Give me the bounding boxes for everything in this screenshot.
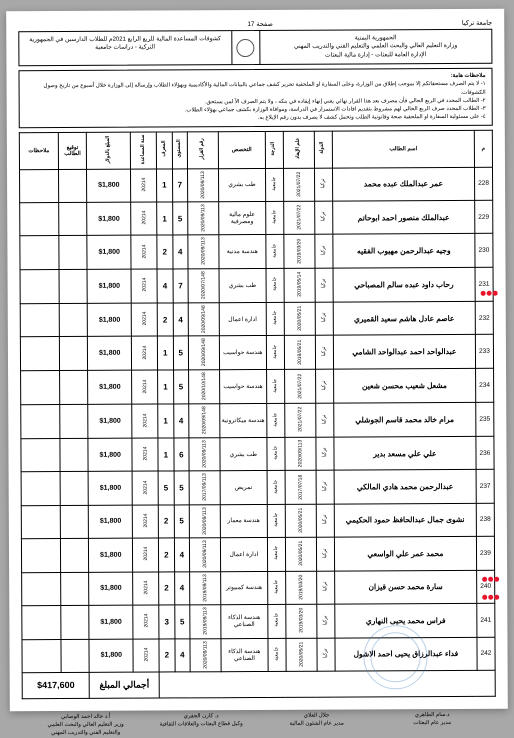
sig-1: د.سام الطاهري مدير عام البعثات	[374, 711, 490, 736]
eagle-logo-icon	[236, 39, 254, 57]
signatures-row: د.سام الطاهري مدير عام البعثات جلال العل…	[22, 711, 496, 738]
students-table: م اسم الطالب الدولة علم الإيفاد الدرجة ا…	[19, 129, 496, 699]
page-right-label: جامعة تركيا	[462, 19, 492, 27]
ministry-line2: وزارة التعليم العالي والبحث العلمي والتع…	[266, 42, 486, 52]
red-marker-icon	[478, 291, 498, 297]
ministry-block: الجمهورية اليمنية وزارة التعليم العالي و…	[259, 30, 492, 64]
doc-title: كشوفات المساعدة المالية للربع الرابع 202…	[19, 31, 231, 65]
table-row: 233عبدالواحد احمد عبدالواحد الشاميتركيا2…	[20, 335, 493, 371]
total-amount: $417,600	[22, 672, 89, 698]
official-stamp-icon	[363, 625, 427, 689]
sig-2: جلال العلاي مدير عام الشئون المالية	[259, 711, 375, 736]
document-page: جامعة تركيا صفحة 17 الجمهورية اليمنية وز…	[6, 9, 508, 712]
total-row: أجمالي المبلغ $417,600	[22, 670, 495, 698]
table-row: 239محمد عمر علي الواسعيتركيا2020/05/21جا…	[21, 536, 494, 572]
col-decision-no: رقم القرار	[187, 131, 218, 168]
col-identifier: المعرف	[156, 132, 172, 169]
table-row: 229عبدالملك منصور احمد ابوحاتمتركيا2021/…	[20, 200, 493, 236]
red-marker-icon	[479, 577, 499, 583]
col-remarks: ملاحظات	[19, 132, 58, 169]
table-row: 237عبدالرحمن محمد هادي المالكيتركيا2017/…	[21, 470, 494, 506]
logo-cell	[231, 31, 259, 64]
col-aid-year: سنة المساعدة	[131, 132, 157, 169]
table-row: 228عمر عبدالملك عبده محمدتركيا2021/07/22…	[19, 167, 492, 203]
table-header-row: م اسم الطالب الدولة علم الإيفاد الدرجة ا…	[19, 130, 492, 169]
col-degree: الدرجة	[265, 131, 283, 168]
col-dispatch-date: علم الإيفاد	[283, 131, 314, 168]
ministry-line3: الإدارة العامة للبعثات - إدارة مالية الب…	[266, 51, 486, 61]
header-box: الجمهورية اليمنية وزارة التعليم العالي و…	[18, 29, 492, 67]
notes-box: ملاحظات هامة: ١- لا يتم الصرف مستحقاتكم …	[18, 68, 492, 128]
sig-3: د. كارن الجفري وكيل قطاع البعثات والعلاق…	[143, 712, 259, 737]
sig-4: أ.د خالد احمد الوصابي وزير التعليم العال…	[28, 713, 144, 738]
col-number: م	[474, 130, 492, 167]
col-signature: توقيع الطالب	[58, 132, 87, 169]
table-row: 241فراس محمد يحيى النهاريتركيا2019/03/20…	[22, 603, 495, 639]
table-row: 238نشوى جمال عبدالحافظ حمود الحكيميتركيا…	[21, 503, 494, 539]
table-row: 234مشعل شعيب محسن شعينتركيا2021/07/22جام…	[21, 369, 494, 405]
col-level: المستوى	[172, 132, 188, 169]
page-number: صفحة 17	[247, 20, 273, 28]
table-row: 235مرام خالد محمد قاسم الجوشليتركيا2021/…	[21, 402, 494, 438]
table-row: 240سارة محمد حسن قيزانتركيا2019/03/20جام…	[22, 570, 495, 606]
table-row: 231رحاب داود عبده سالم المصباحيتركيا2019…	[20, 267, 493, 303]
col-student-name: اسم الطالب	[332, 130, 474, 168]
note-4: ٤- على مسئولية السفارة او الملحقية صحة و…	[26, 113, 486, 124]
col-amount: المبلغ بالدولار	[87, 132, 131, 169]
top-page-bar: جامعة تركيا صفحة 17	[18, 19, 492, 29]
total-label: أجمالي المبلغ	[89, 672, 159, 698]
table-row: 232عاصم عادل هاشم سعيد القميريتركيا2020/…	[20, 301, 493, 337]
table-row: 236علي علي مسعد بديرتركيا2020/09/113جامع…	[21, 436, 494, 472]
col-specialization: التخصص	[218, 131, 265, 168]
red-marker-icon	[479, 595, 499, 601]
table-row: 230وجيه عبدالرحمن مهيوب الفقيهتركيا2019/…	[20, 234, 493, 270]
col-country: الدولة	[314, 131, 332, 168]
